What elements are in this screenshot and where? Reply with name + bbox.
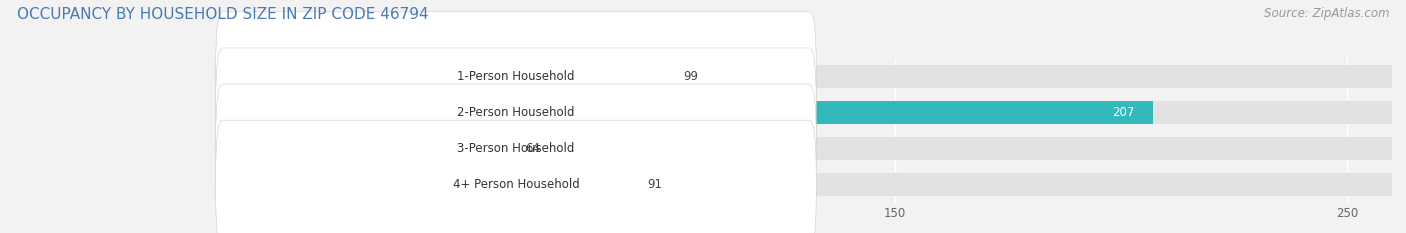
- Text: Source: ZipAtlas.com: Source: ZipAtlas.com: [1264, 7, 1389, 20]
- Bar: [218, 173, 628, 196]
- FancyBboxPatch shape: [215, 120, 817, 233]
- Text: OCCUPANCY BY HOUSEHOLD SIZE IN ZIP CODE 46794: OCCUPANCY BY HOUSEHOLD SIZE IN ZIP CODE …: [17, 7, 429, 22]
- Bar: [218, 65, 665, 88]
- Bar: [218, 137, 1392, 160]
- Bar: [218, 101, 1392, 124]
- Bar: [218, 173, 1392, 196]
- Bar: [218, 137, 508, 160]
- Text: 64: 64: [524, 142, 540, 155]
- Text: 3-Person Household: 3-Person Household: [457, 142, 575, 155]
- FancyBboxPatch shape: [215, 48, 817, 177]
- FancyBboxPatch shape: [215, 12, 817, 141]
- Text: 99: 99: [683, 70, 697, 83]
- Bar: [218, 65, 1392, 88]
- Text: 4+ Person Household: 4+ Person Household: [453, 178, 579, 191]
- Text: 91: 91: [647, 178, 662, 191]
- Text: 2-Person Household: 2-Person Household: [457, 106, 575, 119]
- FancyBboxPatch shape: [215, 84, 817, 213]
- Text: 207: 207: [1112, 106, 1135, 119]
- Bar: [218, 101, 1153, 124]
- Text: 1-Person Household: 1-Person Household: [457, 70, 575, 83]
